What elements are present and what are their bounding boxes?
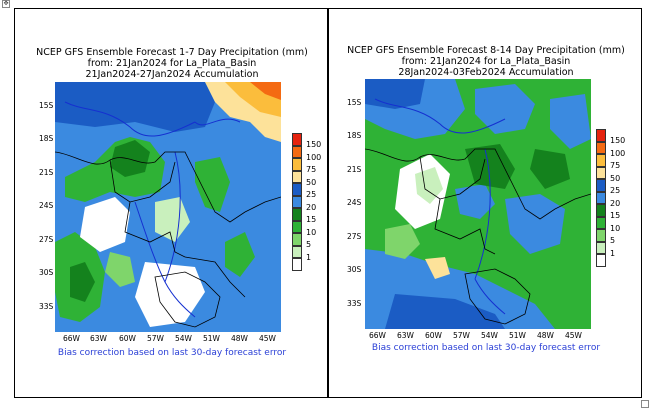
lon-label: 63W — [397, 331, 414, 340]
colorbar-swatch — [596, 254, 606, 267]
colorbar-swatch — [596, 241, 606, 254]
colorbar-swatch — [292, 258, 302, 271]
colorbar-swatch — [596, 166, 606, 179]
lat-label: 33S — [39, 302, 54, 311]
colorbar-label: 20 — [306, 202, 317, 212]
lat-label: 15S — [39, 101, 54, 110]
lon-label: 66W — [63, 334, 80, 343]
lat-label: 21S — [39, 168, 54, 177]
resize-handle-icon[interactable] — [641, 400, 649, 408]
colorbar-swatch — [596, 129, 606, 142]
colorbar-swatch — [292, 208, 302, 221]
forecast-panel-week2: NCEP GFS Ensemble Forecast 8-14 Day Prec… — [328, 8, 642, 398]
colorbar-swatch — [596, 191, 606, 204]
colorbar-swatch — [596, 204, 606, 217]
lon-label: 66W — [369, 331, 386, 340]
colorbar-swatch — [292, 233, 302, 246]
colorbar-label: 50 — [610, 173, 621, 183]
colorbar-label: 20 — [610, 198, 621, 208]
lon-label: 63W — [90, 334, 107, 343]
lat-label: 33S — [347, 299, 362, 308]
lon-label: 57W — [147, 334, 164, 343]
lon-label: 54W — [481, 331, 498, 340]
window-move-icon[interactable]: ✥ — [2, 0, 10, 8]
colorbar-label: 5 — [610, 236, 616, 245]
lat-label: 24S — [347, 198, 362, 207]
lon-label: 54W — [175, 334, 192, 343]
colorbar-label: 15 — [306, 215, 317, 224]
bias-correction-caption: Bias correction based on last 30-day for… — [57, 348, 287, 358]
lat-label: 30S — [347, 265, 362, 274]
colorbar-label: 25 — [306, 190, 317, 199]
precip-map-week2 — [365, 79, 591, 329]
colorbar-swatch — [292, 195, 302, 208]
colorbar-swatch — [596, 216, 606, 229]
colorbar-label: 1 — [610, 248, 616, 258]
colorbar-swatch — [596, 141, 606, 154]
lat-label: 27S — [39, 235, 54, 244]
colorbar-swatch — [292, 245, 302, 258]
colorbar-swatch — [292, 183, 302, 196]
lat-label: 21S — [347, 165, 362, 174]
colorbar-label: 10 — [610, 223, 621, 233]
lat-label: 18S — [39, 134, 54, 143]
forecast-panel-week1: NCEP GFS Ensemble Forecast 1-7 Day Preci… — [14, 8, 328, 398]
colorbar-swatch — [596, 179, 606, 192]
colorbar-label: 10 — [306, 227, 317, 237]
panel-title-line1: NCEP GFS Ensemble Forecast 8-14 Day Prec… — [347, 45, 625, 56]
colorbar-swatch — [292, 170, 302, 183]
colorbar-swatch — [292, 145, 302, 158]
precip-map-week1 — [55, 82, 281, 332]
colorbar-label: 100 — [306, 152, 322, 162]
lon-label: 51W — [203, 334, 220, 343]
colorbar-swatch — [292, 158, 302, 171]
lon-label: 60W — [425, 331, 442, 340]
lat-label: 30S — [39, 268, 54, 277]
colorbar-label: 5 — [306, 240, 312, 249]
lat-label: 24S — [39, 201, 54, 210]
colorbar-label: 1 — [306, 252, 312, 262]
colorbar-label: 75 — [306, 165, 317, 174]
colorbar-label: 150 — [306, 140, 322, 149]
colorbar-swatch — [596, 229, 606, 242]
colorbar-swatch — [292, 133, 302, 146]
colorbar-label: 25 — [610, 186, 621, 195]
colorbar-swatch — [292, 220, 302, 233]
panel-title-line2: from: 21Jan2024 for La_Plata_Basin — [401, 56, 571, 67]
colorbar-label: 150 — [610, 136, 626, 145]
panel-title-line1: NCEP GFS Ensemble Forecast 1-7 Day Preci… — [36, 47, 308, 58]
lon-label: 57W — [453, 331, 470, 340]
lon-label: 45W — [565, 331, 582, 340]
bias-correction-caption: Bias correction based on last 30-day for… — [371, 343, 601, 353]
lat-label: 15S — [347, 98, 362, 107]
colorbar-label: 75 — [610, 161, 621, 170]
colorbar-swatch — [596, 154, 606, 167]
colorbar-label: 15 — [610, 211, 621, 220]
colorbar-label: 50 — [306, 177, 317, 187]
panel-title-line3: 28Jan2024-03Feb2024 Accumulation — [398, 67, 574, 78]
lon-label: 48W — [231, 334, 248, 343]
lat-label: 18S — [347, 131, 362, 140]
panel-title-line3: 21Jan2024-27Jan2024 Accumulation — [85, 69, 259, 80]
lon-label: 60W — [119, 334, 136, 343]
lat-label: 27S — [347, 232, 362, 241]
lon-label: 45W — [259, 334, 276, 343]
colorbar-label: 100 — [610, 148, 626, 158]
lon-label: 51W — [509, 331, 526, 340]
lon-label: 48W — [537, 331, 554, 340]
panel-title-line2: from: 21Jan2024 for La_Plata_Basin — [87, 58, 257, 69]
